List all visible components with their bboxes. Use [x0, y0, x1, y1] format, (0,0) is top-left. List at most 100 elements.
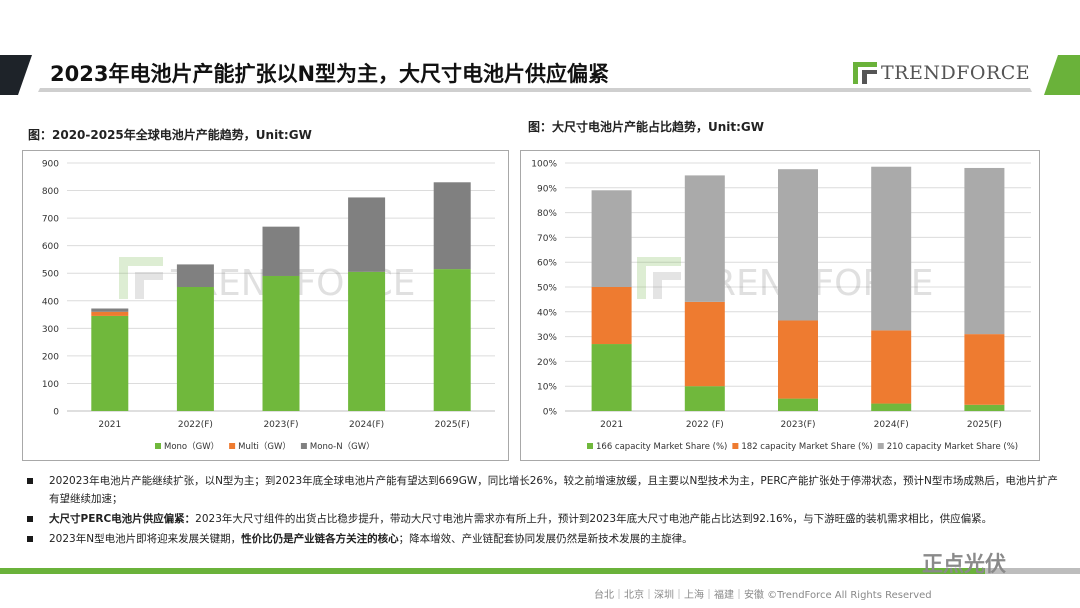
right-chart-panel: 0%10%20%30%40%50%60%70%80%90%100%TRENDFO…	[520, 150, 1040, 461]
bar-segment	[91, 308, 129, 312]
bar-segment	[871, 166, 912, 331]
footer-text: 台北｜北京｜深圳｜上海｜福建｜安徽 ©TrendForce All Rights…	[594, 590, 932, 601]
bar-segment	[684, 386, 725, 411]
legend-swatch	[155, 443, 161, 449]
bar-segment	[591, 287, 632, 345]
header-left-dark-tab	[0, 55, 32, 95]
watermark-logo-icon	[637, 257, 681, 266]
bullet-list: 202023年电池片产能继续扩张，以N型为主；到2023年底全球电池片产能有望达…	[27, 472, 1067, 550]
bar-segment	[871, 403, 912, 411]
y-tick-label: 90%	[537, 184, 557, 194]
y-tick-label: 600	[42, 242, 59, 252]
x-tick-label: 2022 (F)	[686, 420, 724, 430]
bar-segment	[684, 301, 725, 387]
watermark-logo-icon	[119, 257, 163, 266]
watermark-logo-icon	[653, 272, 662, 299]
legend-swatch	[229, 443, 236, 449]
wechat-watermark: 正点光伏	[922, 552, 1006, 576]
legend-swatch	[300, 443, 307, 449]
watermark-logo-icon	[119, 257, 128, 299]
bar-segment	[591, 344, 632, 411]
y-tick-label: 70%	[537, 234, 557, 244]
bullet-3-bold: 性价比仍是产业链各方关注的核心	[241, 533, 399, 545]
y-tick-label: 100	[42, 380, 59, 390]
y-tick-label: 500	[42, 270, 59, 280]
watermark-logo-icon	[135, 272, 144, 299]
large-size-share-chart: 0%10%20%30%40%50%60%70%80%90%100%TRENDFO…	[531, 160, 1031, 452]
footer-green-bar	[0, 568, 985, 574]
bar-segment	[433, 182, 471, 270]
x-tick-label: 2022(F)	[178, 420, 213, 430]
header-right-green-tab	[1044, 55, 1080, 95]
y-tick-label: 700	[42, 215, 59, 225]
bar-segment	[964, 404, 1005, 411]
y-tick-label: 30%	[537, 333, 557, 343]
bar-segment	[433, 269, 471, 411]
y-tick-label: 300	[42, 325, 59, 335]
bullet-3-text: ；降本增效、产业链配套协同发展仍然是新技术发展的主旋律。	[398, 533, 693, 545]
y-tick-label: 50%	[537, 284, 557, 294]
right-chart-title: 图：大尺寸电池片产能占比趋势，Unit:GW	[528, 120, 765, 134]
bar-segment	[348, 271, 386, 411]
x-tick-label: 2025(F)	[967, 420, 1002, 430]
trendforce-logo-text: TRENDFORCE	[881, 62, 1031, 84]
header-bar	[38, 88, 1032, 92]
left-chart-title: 图：2020-2025年全球电池片产能趋势，Unit:GW	[28, 128, 312, 142]
legend-swatch	[732, 443, 739, 449]
bar-segment	[262, 226, 300, 276]
footer-decoration	[0, 568, 1080, 574]
legend-label: Multi（GW）	[238, 441, 291, 452]
bar-segment	[871, 330, 912, 404]
bullet-item-1: 202023年电池片产能继续扩张，以N型为主；到2023年底全球电池片产能有望达…	[27, 472, 1067, 508]
x-tick-label: 2021	[98, 420, 121, 430]
y-tick-label: 20%	[537, 358, 557, 368]
bar-segment	[778, 320, 818, 399]
watermark-logo-icon	[637, 257, 646, 299]
footer-gray-bar	[985, 568, 1080, 574]
bullet-square-icon	[27, 516, 33, 522]
header-decoration	[0, 55, 1080, 95]
legend-label: Mono（GW）	[164, 441, 219, 452]
trendforce-logo: TRENDFORCE	[853, 60, 1030, 88]
y-tick-label: 100%	[531, 160, 557, 170]
legend-label: 182 capacity Market Share (%)	[741, 442, 872, 452]
x-tick-label: 2024(F)	[349, 420, 384, 430]
trendforce-logo-icon	[853, 62, 877, 84]
x-tick-label: 2021	[600, 420, 623, 430]
capacity-trend-chart: 0100200300400500600700800900TRENDFORCE20…	[42, 160, 495, 452]
bar-segment	[348, 197, 386, 272]
y-tick-label: 80%	[537, 209, 557, 219]
legend-label: 166 capacity Market Share (%)	[596, 442, 727, 452]
bar-segment	[778, 398, 818, 411]
y-tick-label: 60%	[537, 259, 557, 269]
bullet-item-3: 2023年N型电池片即将迎来发展关键期，性价比仍是产业链各方关注的核心；降本增效…	[27, 530, 1067, 548]
bullet-3-pre: 2023年N型电池片即将迎来发展关键期，	[49, 533, 242, 545]
legend-label: Mono-N（GW）	[310, 441, 375, 452]
y-tick-label: 800	[42, 187, 59, 197]
bullet-square-icon	[27, 478, 33, 484]
bar-segment	[778, 169, 818, 321]
x-tick-label: 2023(F)	[263, 420, 298, 430]
y-tick-label: 900	[42, 160, 59, 170]
bar-segment	[591, 190, 632, 287]
x-tick-label: 2023(F)	[780, 420, 815, 430]
bar-segment	[176, 287, 214, 411]
bar-segment	[964, 334, 1005, 405]
y-tick-label: 200	[42, 352, 59, 362]
x-tick-label: 2025(F)	[435, 420, 470, 430]
legend-swatch	[877, 443, 884, 449]
watermark-logo-icon	[653, 272, 681, 280]
bullet-item-2: 大尺寸PERC电池片供应偏紧：2023年大尺寸组件的出货占比稳步提升，带动大尺寸…	[27, 510, 1067, 528]
bullet-2-text: 2023年大尺寸组件的出货占比稳步提升，带动大尺寸电池片需求亦有所上升，预计到2…	[195, 513, 993, 525]
y-tick-label: 10%	[537, 383, 557, 393]
bullet-2-bold: 大尺寸PERC电池片供应偏紧：	[49, 513, 196, 525]
bar-segment	[176, 264, 214, 287]
y-tick-label: 400	[42, 297, 59, 307]
bar-segment	[684, 175, 725, 302]
bar-segment	[262, 275, 300, 411]
legend-swatch	[587, 443, 593, 449]
y-tick-label: 0	[53, 408, 59, 418]
y-tick-label: 0%	[543, 408, 558, 418]
page-title: 2023年电池片产能扩张以N型为主，大尺寸电池片供应偏紧	[50, 62, 610, 86]
watermark-logo-icon	[135, 272, 163, 280]
